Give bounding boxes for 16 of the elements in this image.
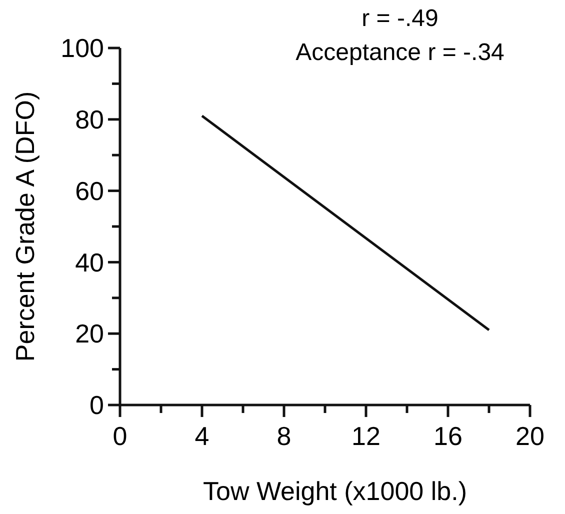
x-tick-label: 20: [516, 421, 544, 451]
x-axis-title: Tow Weight (x1000 lb.): [203, 476, 467, 506]
x-tick-label: 16: [434, 421, 462, 451]
y-tick-label: 100: [60, 33, 104, 64]
y-tick-label: 40: [75, 247, 104, 278]
x-tick-label: 12: [352, 421, 380, 451]
y-axis-title: Percent Grade A (DFO): [10, 91, 40, 362]
x-tick-label: 8: [276, 421, 292, 451]
x-tick-label: 4: [194, 421, 210, 451]
x-tick-label: 0: [112, 421, 128, 451]
y-tick-label: 60: [75, 176, 104, 206]
annotation: Acceptance r = -.34: [296, 39, 504, 66]
y-tick-label: 20: [75, 318, 104, 349]
y-tick-label: 80: [75, 104, 104, 134]
y-tick-label: 0: [90, 390, 104, 420]
text: r = -.49: [362, 5, 438, 32]
